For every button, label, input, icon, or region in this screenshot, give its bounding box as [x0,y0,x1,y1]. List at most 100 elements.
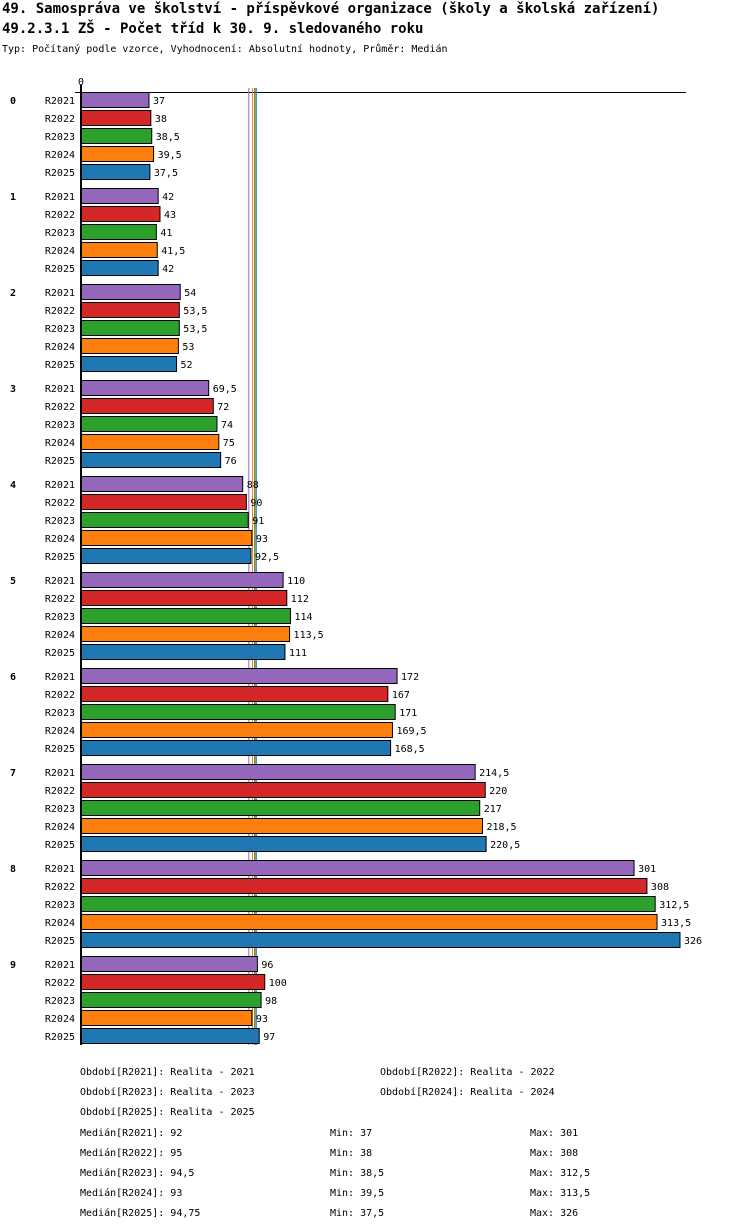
legend-median: Medián[R2023]: 94,5 [80,1168,195,1179]
data-label: 313,5 [661,918,691,929]
series-label: R2023 [45,804,75,815]
bar [80,494,247,510]
series-label: R2022 [45,978,75,989]
legend-median: Medián[R2024]: 93 [80,1188,183,1199]
category-label: 1 [10,192,16,203]
series-label: R2021 [45,864,75,875]
series-label: R2021 [45,672,75,683]
category-label: 2 [10,288,16,299]
series-label: R2021 [45,384,75,395]
series-label: R2024 [45,246,75,257]
bar [80,572,284,588]
series-label: R2025 [45,552,75,563]
bar [80,434,220,450]
chart-info: Typ: Počítaný podle vzorce, Vyhodnocení:… [2,44,448,55]
bar [80,320,180,336]
bar [80,548,252,564]
series-label: R2022 [45,114,75,125]
series-label: R2024 [45,822,75,833]
bar [80,860,635,876]
data-label: 53 [182,342,194,353]
series-label: R2022 [45,210,75,221]
axis-tick-label: 0 [78,77,84,88]
bar [80,146,155,162]
bar [80,932,681,948]
bar [80,590,288,606]
legend-max: Max: 313,5 [530,1188,591,1199]
series-label: R2024 [45,150,75,161]
data-label: 312,5 [659,900,689,911]
series-label: R2024 [45,918,75,929]
legend-min: Min: 38 [330,1148,373,1159]
data-label: 41,5 [161,246,185,257]
data-label: 52 [181,360,193,371]
bar [80,110,152,126]
legend-period: Období[R2025]: Realita - 2025 [80,1107,255,1118]
bar [80,878,648,894]
bar [80,644,286,660]
series-label: R2023 [45,516,75,527]
data-label: 111 [289,648,307,659]
data-label: 54 [184,288,196,299]
legend-median: Medián[R2021]: 92 [80,1128,183,1139]
data-label: 74 [221,420,233,431]
bar [80,380,210,396]
data-label: 171 [399,708,417,719]
series-label: R2023 [45,420,75,431]
bar [80,356,178,372]
data-label: 37,5 [154,168,178,179]
series-label: R2024 [45,630,75,641]
data-label: 37 [153,96,165,107]
data-label: 91 [252,516,264,527]
legend-max: Max: 308 [530,1148,579,1159]
bar [80,260,159,276]
data-label: 308 [651,882,669,893]
data-label: 167 [392,690,410,701]
bar [80,224,157,240]
bar [80,530,253,546]
data-label: 100 [269,978,287,989]
series-label: R2022 [45,306,75,317]
bar [80,800,481,816]
bar [80,740,392,756]
series-label: R2025 [45,1032,75,1043]
bar [80,302,180,318]
series-label: R2023 [45,900,75,911]
legend-min: Min: 39,5 [330,1188,385,1199]
data-label: 301 [638,864,656,875]
bar [80,338,179,354]
bar [80,686,389,702]
legend-period: Období[R2024]: Realita - 2024 [380,1087,555,1098]
category-label: 0 [10,96,16,107]
legend-min: Min: 37,5 [330,1208,385,1219]
series-label: R2023 [45,228,75,239]
series-label: R2023 [45,996,75,1007]
category-label: 9 [10,960,16,971]
legend-median: Medián[R2025]: 94,75 [80,1208,201,1219]
series-label: R2021 [45,960,75,971]
data-label: 326 [684,936,702,947]
series-label: R2021 [45,288,75,299]
series-label: R2022 [45,690,75,701]
bar [80,704,396,720]
data-label: 110 [287,576,305,587]
bar [80,188,159,204]
data-label: 75 [223,438,235,449]
bar [80,668,398,684]
series-label: R2025 [45,648,75,659]
data-label: 72 [217,402,229,413]
legend-period: Období[R2022]: Realita - 2022 [380,1067,555,1078]
data-label: 172 [401,672,419,683]
data-label: 113,5 [294,630,324,641]
series-label: R2023 [45,132,75,143]
bar [80,956,258,972]
bar [80,896,656,912]
data-label: 42 [162,264,174,275]
data-label: 214,5 [479,768,509,779]
data-label: 93 [256,1014,268,1025]
data-label: 220,5 [490,840,520,851]
series-label: R2023 [45,612,75,623]
bar [80,914,658,930]
legend-period: Období[R2023]: Realita - 2023 [80,1087,255,1098]
